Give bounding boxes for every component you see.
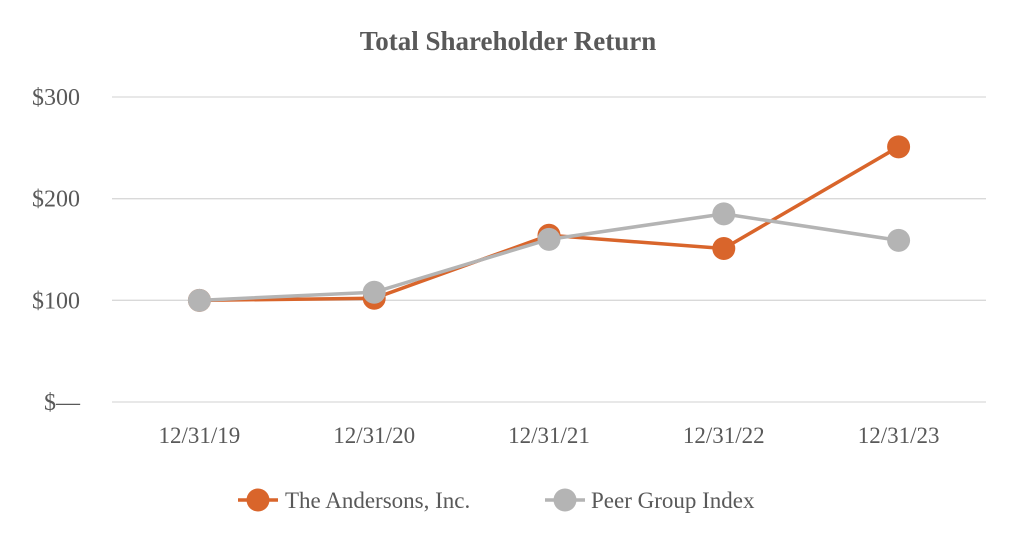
data-point [887,228,911,252]
y-tick-label: $— [44,390,81,416]
x-tick-label: 12/31/22 [683,423,765,448]
data-point [187,288,211,312]
data-point [537,227,561,251]
x-tick-label: 12/31/19 [159,423,241,448]
data-point [887,135,911,159]
x-tick-label: 12/31/21 [508,423,590,448]
data-point [712,202,736,226]
data-point [362,280,386,304]
legend-label: The Andersons, Inc. [285,488,470,513]
legend-marker [553,488,577,512]
legend-item-1: Peer Group Index [545,488,755,513]
legend: The Andersons, Inc. Peer Group Index [238,488,755,513]
series-1 [187,202,911,312]
x-tick-label: 12/31/20 [333,423,415,448]
series-lines [187,135,911,312]
y-tick-label: $100 [32,288,80,314]
y-tick-label: $300 [32,85,80,111]
y-tick-label: $200 [32,187,80,213]
x-axis-ticks: 12/31/19 12/31/20 12/31/21 12/31/22 12/31/23 [159,423,940,448]
chart-title: Total Shareholder Return [360,26,657,56]
data-point [712,236,736,260]
x-tick-label: 12/31/23 [858,423,940,448]
y-axis-ticks: $— $100 $200 $300 [32,85,81,416]
legend-label: Peer Group Index [591,488,755,513]
legend-item-0: The Andersons, Inc. [238,488,470,513]
legend-marker [246,488,270,512]
series-0 [187,135,911,312]
